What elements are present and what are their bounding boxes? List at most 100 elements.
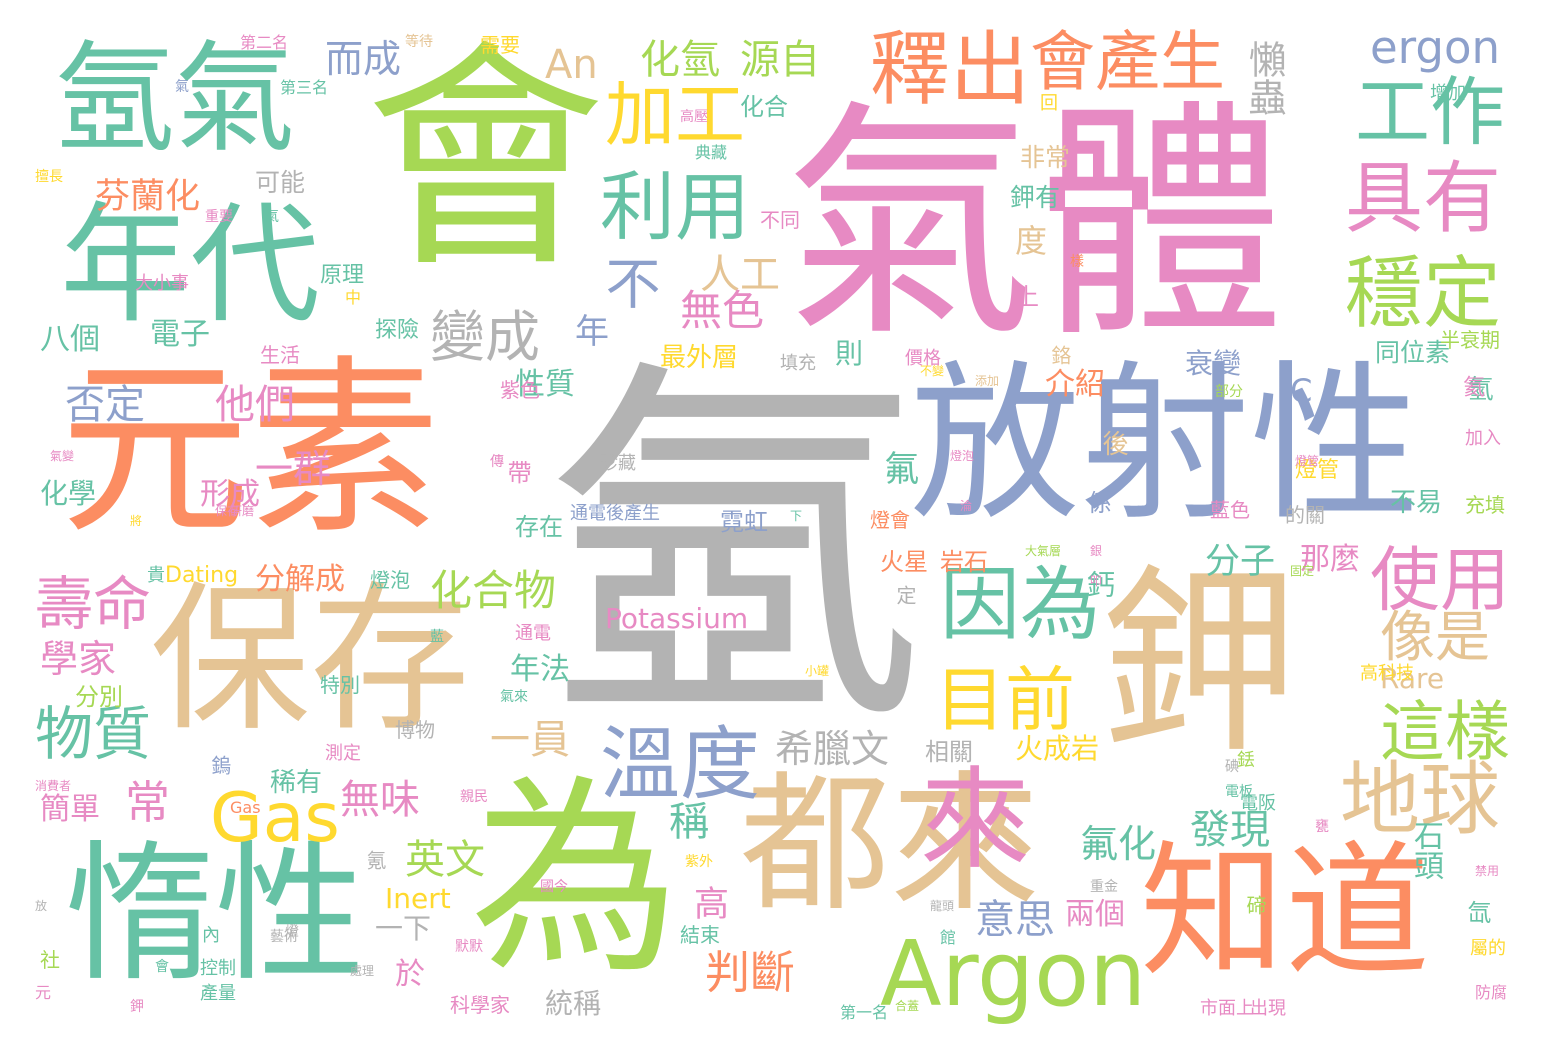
cloud-word-0: 氬: [545, 328, 925, 771]
cloud-small-word-4: 高壓: [680, 109, 708, 125]
cloud-word-7: 都來: [740, 758, 1041, 932]
cloud-small-word-12: 傳: [490, 454, 504, 470]
cloud-word-156: Gas: [230, 798, 261, 817]
cloud-word-115: 係: [1083, 490, 1111, 514]
cloud-word-46: 一員: [490, 717, 570, 763]
cloud-word-49: 他們: [215, 382, 295, 428]
cloud-small-word-1: 擅長: [35, 169, 63, 185]
cloud-word-113: 氫: [1463, 375, 1493, 401]
cloud-word-104: 岩石: [940, 548, 988, 576]
cloud-word-16: 因為: [940, 558, 1100, 651]
cloud-word-120: 第三名: [280, 78, 329, 97]
cloud-small-word-40: 元: [35, 983, 52, 1002]
cloud-word-102: 帶: [503, 460, 531, 484]
cloud-small-word-41: 合蓋: [895, 999, 920, 1013]
cloud-word-154: 燈會: [870, 508, 910, 532]
cloud-word-67: 衰變: [1185, 347, 1242, 380]
cloud-word-70: 非常: [1020, 143, 1071, 172]
cloud-word-133: 產量: [200, 983, 236, 1004]
cloud-word-111: 充填: [1465, 493, 1505, 517]
cloud-word-139: 回: [1040, 93, 1058, 114]
cloud-word-51: 否定: [65, 382, 145, 428]
cloud-word-24: 加工: [605, 74, 745, 156]
cloud-word-78: 存在: [515, 513, 563, 541]
cloud-word-107: 不同: [760, 208, 800, 232]
cloud-word-45: 希臘文: [775, 727, 890, 771]
cloud-word-95: 稀有: [270, 768, 323, 798]
cloud-small-word-16: 銀: [1090, 544, 1103, 558]
cloud-small-word-20: 小罐: [805, 664, 830, 678]
cloud-word-50: 一群: [255, 447, 332, 491]
cloud-word-42: 無色: [680, 286, 765, 335]
cloud-word-84: 於: [395, 957, 425, 992]
cloud-small-word-13: 下: [790, 509, 803, 523]
cloud-word-64: 性質: [515, 367, 575, 402]
cloud-word-47: 英文: [405, 837, 485, 883]
cloud-word-106: 特別: [320, 673, 360, 697]
cloud-word-99: 鈣: [1083, 570, 1116, 598]
cloud-small-word-14: 大氣層: [1025, 544, 1062, 558]
cloud-word-41: 人工: [700, 252, 780, 298]
cloud-word-116: 的關: [1285, 503, 1325, 527]
cloud-word-109: 藍色: [1210, 498, 1250, 522]
cloud-small-word-35: 處理: [350, 964, 375, 978]
cloud-word-124: 鉻: [1048, 345, 1072, 365]
cloud-small-word-8: 添加: [975, 374, 1000, 388]
cloud-word-110: 不易: [1390, 488, 1443, 518]
cloud-small-word-9: 部分: [1215, 384, 1243, 400]
cloud-word-63: 年法: [510, 652, 570, 687]
cloud-word-21: 地球: [1340, 753, 1500, 846]
cloud-word-17: 溫度: [600, 718, 760, 811]
cloud-small-word-46: 甕: [1315, 819, 1329, 835]
cloud-word-91: 年: [575, 312, 609, 352]
cloud-small-word-15: 燈泡: [950, 449, 975, 463]
cloud-word-2: 會: [365, 20, 606, 300]
cloud-word-122: 高科技: [1360, 663, 1414, 684]
cloud-word-29: Gas: [210, 779, 340, 858]
cloud-small-word-34: 默默: [455, 939, 483, 955]
cloud-word-28: 像是: [1380, 605, 1491, 669]
cloud-word-27: 這樣: [1380, 695, 1511, 770]
cloud-word-43: 化合物: [430, 566, 557, 615]
cloud-word-1: 氣體: [785, 79, 1285, 370]
cloud-word-34: ergon: [1370, 21, 1501, 74]
cloud-small-word-39: 禁用: [1475, 864, 1500, 878]
cloud-word-141: 填充: [780, 353, 816, 374]
cloud-word-125: 珍藏: [600, 453, 636, 474]
cloud-word-8: 知道: [1140, 828, 1430, 997]
cloud-word-12: 氬氣: [55, 30, 295, 169]
cloud-word-137: 防腐: [1475, 983, 1508, 1002]
cloud-word-94: 度: [1015, 222, 1048, 260]
cloud-word-88: 石頭: [1408, 820, 1443, 880]
cloud-word-39: 懶蟲: [1242, 40, 1286, 116]
cloud-small-word-37: 放: [35, 899, 48, 913]
cloud-small-word-24: 保存: [215, 504, 240, 518]
cloud-word-134: 控制: [200, 958, 236, 979]
cloud-word-130: 科學家: [450, 993, 510, 1017]
cloud-word-5: 鉀: [1100, 548, 1301, 781]
cloud-word-40: 芬蘭化: [95, 177, 201, 217]
cloud-word-20: 穩定: [1345, 249, 1502, 339]
cloud-small-word-32: 龍頭: [930, 899, 955, 913]
cloud-small-word-33: 館: [940, 928, 957, 947]
cloud-word-90: C: [1290, 372, 1313, 410]
cloud-small-word-28: 碘: [1225, 759, 1239, 775]
cloud-word-35: 化氫: [640, 37, 720, 83]
cloud-word-103: 火星: [880, 548, 928, 576]
cloud-word-3: 元素: [60, 339, 441, 560]
cloud-word-87: 火成岩: [1015, 732, 1100, 765]
cloud-word-37: An: [545, 42, 598, 88]
cloud-word-72: 化合: [740, 93, 788, 121]
cloud-word-119: 第二名: [240, 33, 289, 52]
cloud-word-81: Inert: [385, 882, 451, 915]
cloud-word-131: 市面上: [1200, 998, 1254, 1019]
cloud-word-55: 發現: [1190, 807, 1270, 853]
cloud-small-word-23: 消費者: [35, 779, 72, 793]
cloud-small-word-6: 等待: [405, 34, 433, 50]
cloud-word-144: 通電: [515, 623, 551, 644]
cloud-small-word-3: 氣: [265, 209, 279, 225]
cloud-word-108: Dating: [165, 563, 239, 588]
cloud-word-97: 霓虹: [720, 508, 768, 536]
cloud-word-150: 定: [893, 585, 917, 605]
